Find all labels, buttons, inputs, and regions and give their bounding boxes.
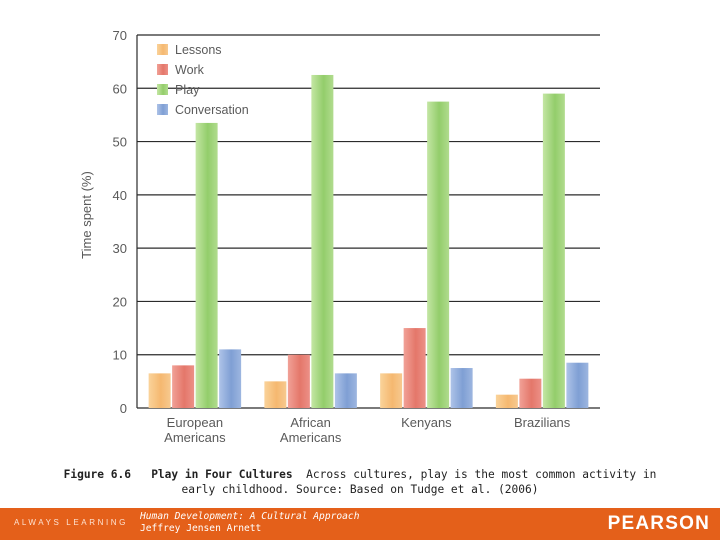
bar-play-3 <box>542 93 565 408</box>
category-label: Kenyans <box>401 415 452 430</box>
publisher-logo: PEARSON <box>607 513 710 534</box>
bar-work-0 <box>172 365 195 408</box>
bar-play-2 <box>427 101 450 408</box>
bar-conversation-1 <box>334 373 357 408</box>
figure-description: Across cultures, play is the most common… <box>181 468 657 496</box>
bar-lessons-1 <box>264 381 287 408</box>
figure-id: Figure 6.6 <box>63 468 131 481</box>
category-labels: European Americans African Americans Kenyans… <box>164 415 571 445</box>
category-label: Brazilians <box>514 415 571 430</box>
legend-swatch-conversation <box>157 104 168 115</box>
y-tick-label: 10 <box>113 348 127 363</box>
figure-title: Play in Four Cultures <box>151 468 293 481</box>
book-title: Human Development: A Cultural Approach <box>140 511 360 522</box>
legend-label-work: Work <box>175 63 205 77</box>
legend-swatch-lessons <box>157 44 168 55</box>
bar-conversation-0 <box>219 349 242 408</box>
y-tick-label: 60 <box>113 81 127 96</box>
footer-tagline: ALWAYS LEARNING <box>14 518 128 527</box>
legend-label-conversation: Conversation <box>175 103 249 117</box>
legend-swatch-play <box>157 84 168 95</box>
y-tick-label: 40 <box>113 188 127 203</box>
y-axis-title: Time spent (%) <box>79 171 94 259</box>
bars <box>148 74 589 409</box>
bar-play-1 <box>311 74 334 408</box>
bar-work-2 <box>403 328 426 408</box>
y-tick-labels: 0 10 20 30 40 50 60 70 <box>113 28 127 416</box>
footer-bar: ALWAYS LEARNING Human Development: A Cul… <box>0 508 720 540</box>
category-label: African Americans <box>280 415 342 445</box>
figure-caption: Figure 6.6 Play in Four Cultures Across … <box>60 467 660 497</box>
legend-label-lessons: Lessons <box>175 43 222 57</box>
y-tick-label: 30 <box>113 241 127 256</box>
y-tick-label: 50 <box>113 135 127 150</box>
book-info: Human Development: A Cultural Approach J… <box>140 511 360 535</box>
bar-conversation-2 <box>450 368 473 408</box>
bar-lessons-2 <box>380 373 403 408</box>
bar-play-0 <box>195 122 218 409</box>
category-label: European Americans <box>164 415 226 445</box>
legend-swatch-work <box>157 64 168 75</box>
bar-chart: 0 10 20 30 40 50 60 70 European Americans African… <box>79 28 600 445</box>
y-tick-label: 20 <box>113 294 127 309</box>
bar-work-1 <box>287 354 310 408</box>
book-author: Jeffrey Jensen Arnett <box>140 523 262 534</box>
legend: Lessons Work Play Conversation <box>157 43 249 117</box>
bar-lessons-3 <box>495 394 518 408</box>
bar-work-3 <box>519 378 542 408</box>
bar-conversation-3 <box>566 362 589 408</box>
legend-label-play: Play <box>175 83 200 97</box>
y-tick-label: 0 <box>120 401 127 416</box>
bar-lessons-0 <box>148 373 171 408</box>
y-tick-label: 70 <box>113 28 127 43</box>
